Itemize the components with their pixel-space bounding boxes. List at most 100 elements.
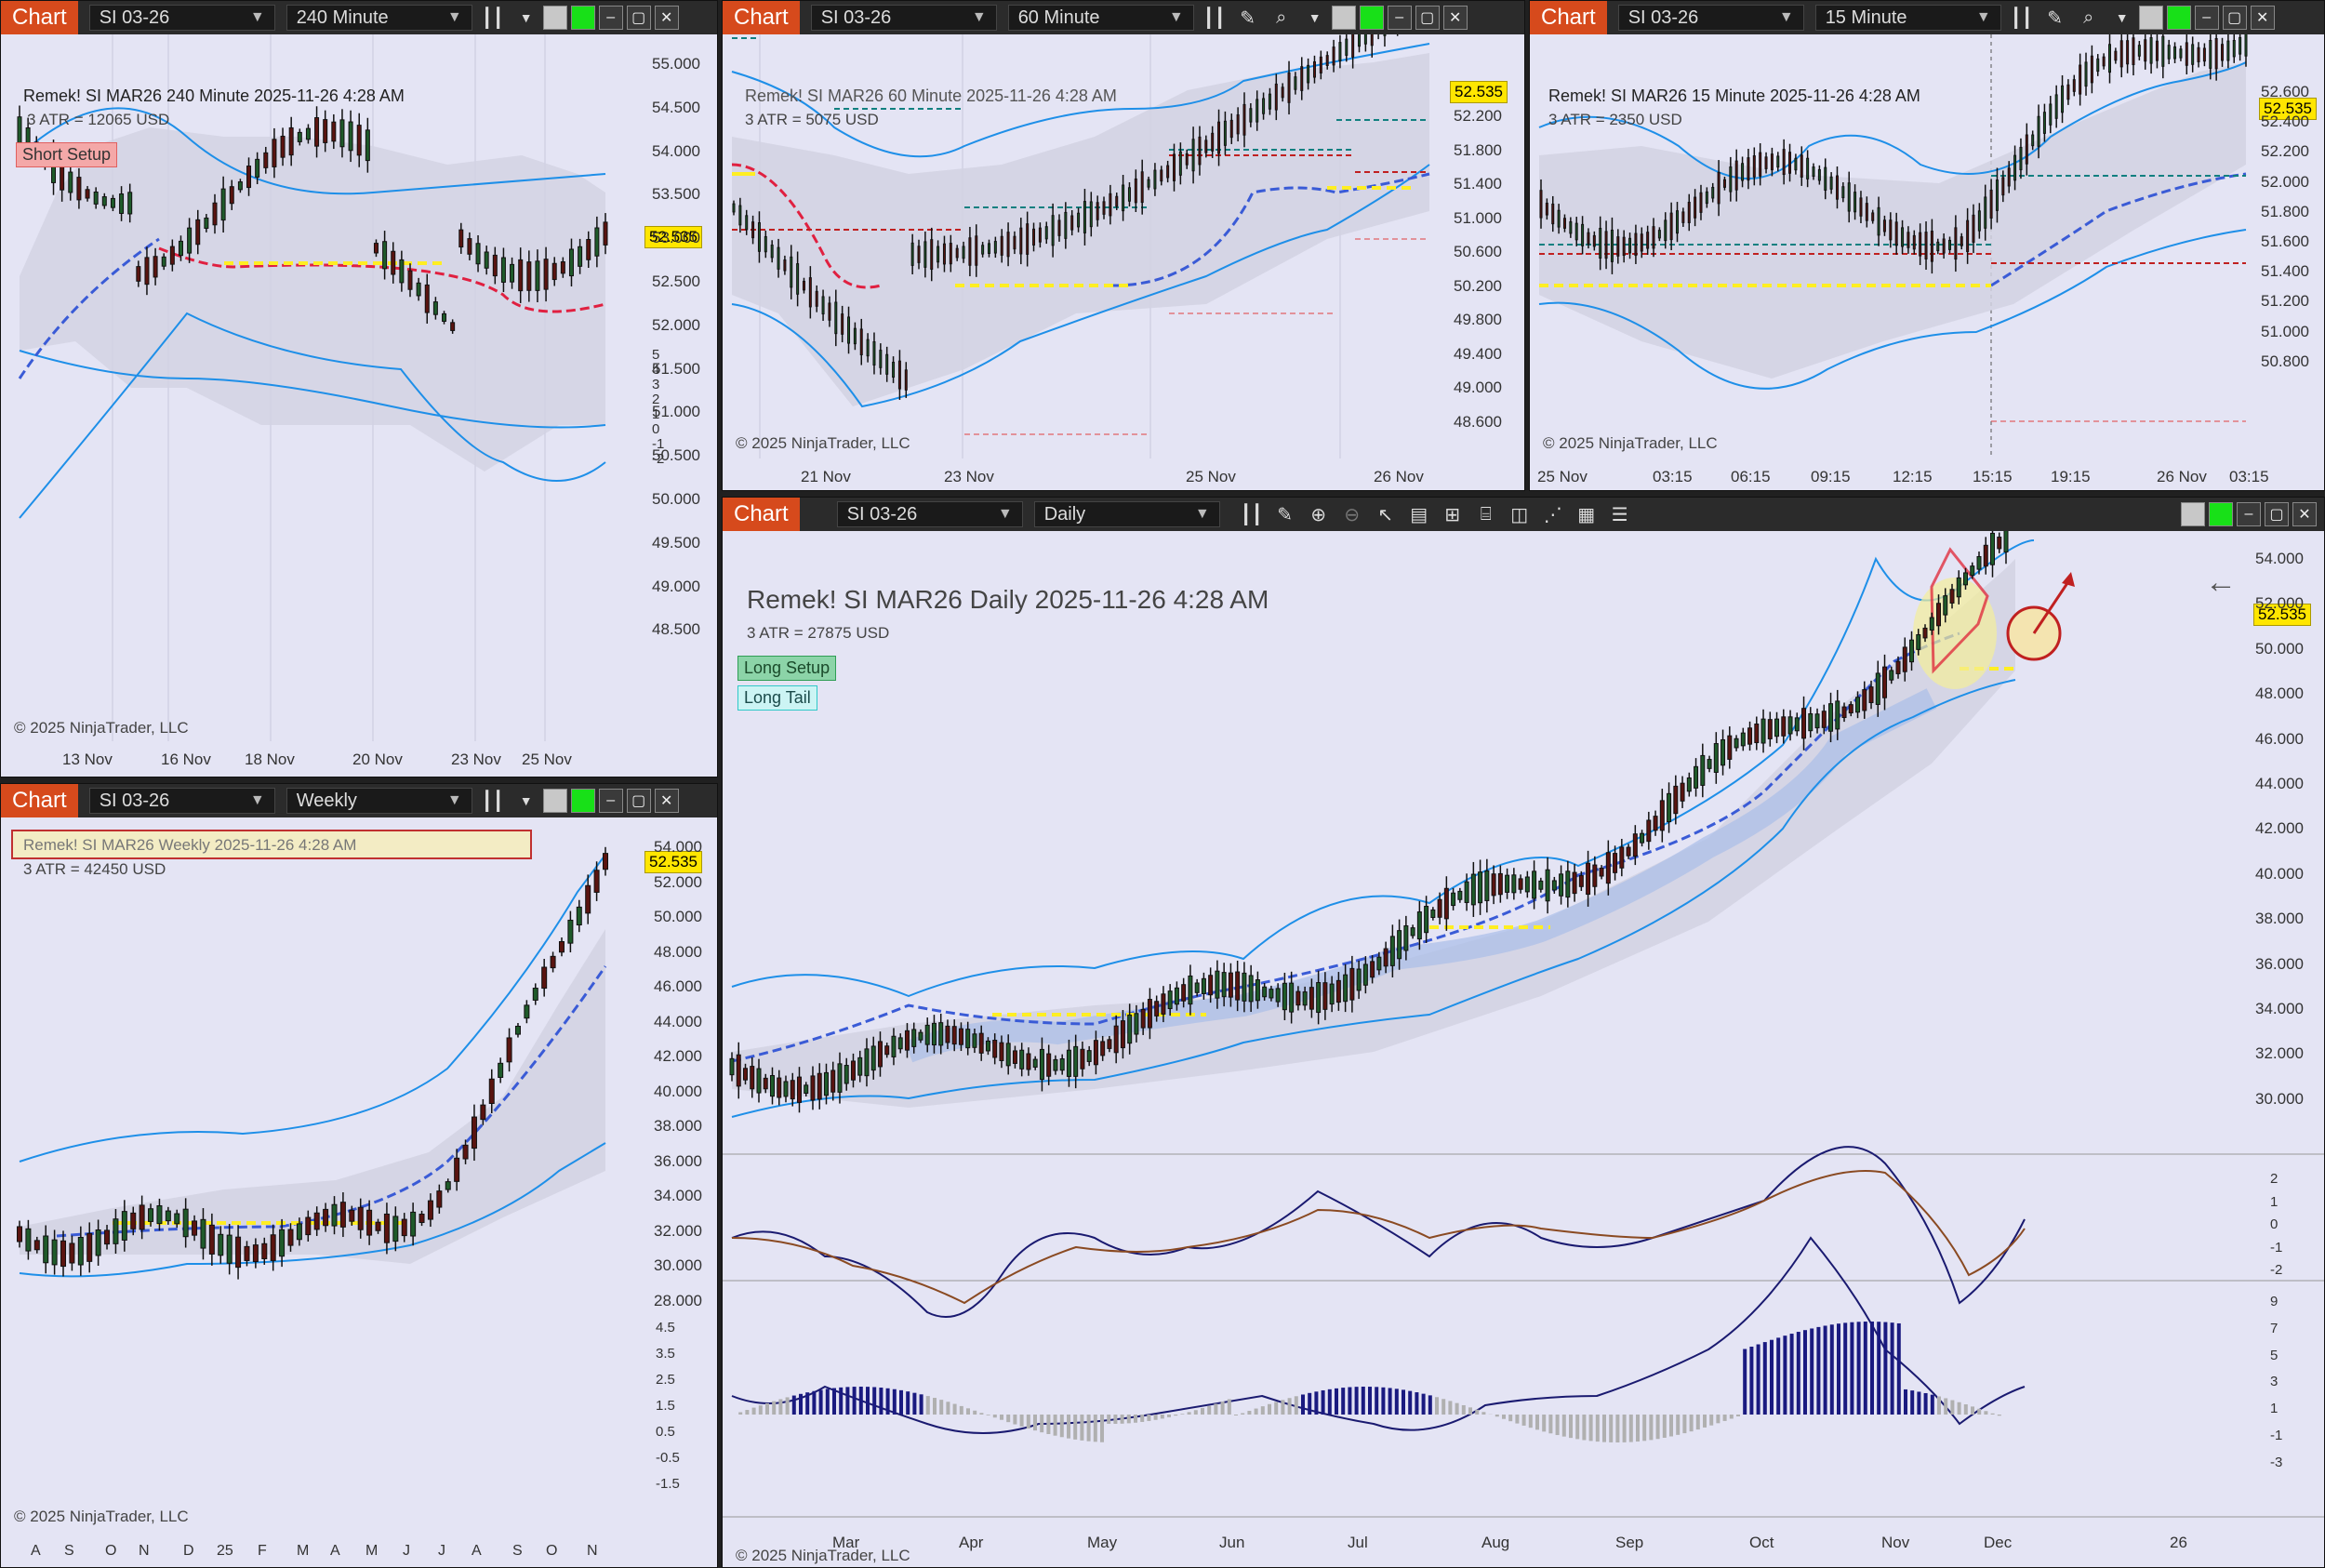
- minimize-button[interactable]: –: [598, 789, 623, 813]
- maximize-button[interactable]: ▢: [2222, 6, 2247, 30]
- chart-window-60min[interactable]: Chart SI 03-26 ▼ 60 Minute ▼ ┃┃ ✎ ⌕ ▼ – ▢ …: [722, 0, 1525, 491]
- link-grey-button[interactable]: [542, 789, 567, 813]
- indicators-icon[interactable]: ⌸: [1480, 503, 1492, 525]
- candle-body: [1922, 627, 1928, 639]
- candle-body: [272, 139, 277, 167]
- pencil-icon[interactable]: ✎: [1277, 504, 1294, 525]
- pointer-icon[interactable]: ↖: [1377, 504, 1394, 525]
- candle-body: [769, 1075, 775, 1097]
- calculator-icon[interactable]: ▦: [1577, 504, 1596, 525]
- chart-window-daily[interactable]: Chart SI 03-26 ▼ Daily ▼ ┃┃ ✎ ⊕ ⊖ ↖ ▤ ⊞ ⌸ …: [722, 497, 2325, 1568]
- bar-style-icon[interactable]: ┃┃: [1240, 504, 1263, 525]
- link-grey-button[interactable]: [2181, 502, 2205, 526]
- close-button[interactable]: ✕: [1442, 6, 1468, 30]
- link-green-button[interactable]: [570, 789, 595, 813]
- candle-body: [2025, 134, 2028, 165]
- chart-plot-area[interactable]: Remek! SI MAR26 60 Minute 2025-11-26 4:2…: [723, 34, 1524, 490]
- zoom-icon[interactable]: ⌕: [2083, 7, 2094, 28]
- chevron-down-icon[interactable]: ▼: [2115, 10, 2129, 25]
- minimize-button[interactable]: –: [1387, 6, 1412, 30]
- back-arrow-icon[interactable]: ←: [2205, 565, 2237, 600]
- candlestick-series: [729, 531, 2009, 1113]
- bar-style-icon[interactable]: ┃┃: [1202, 7, 1226, 29]
- chevron-down-icon[interactable]: ▼: [519, 10, 533, 25]
- chart-window-weekly[interactable]: Chart SI 03-26 ▼ Weekly ▼ ┃┃ ▼ – ▢ ✕ Remek…: [0, 783, 718, 1568]
- chart-tab[interactable]: Chart: [1530, 1, 1607, 34]
- minimize-button[interactable]: –: [2237, 502, 2261, 526]
- link-green-button[interactable]: [1359, 6, 1384, 30]
- chart-plot-area[interactable]: Remek! SI MAR26 15 Minute 2025-11-26 4:2…: [1530, 34, 2324, 490]
- zoom-out-icon[interactable]: ⊖: [1344, 504, 1361, 525]
- chart-window-15min[interactable]: Chart SI 03-26 ▼ 15 Minute ▼ ┃┃ ✎ ⌕ ▼ – ▢ …: [1529, 0, 2325, 491]
- candle-body: [770, 245, 774, 259]
- bar-style-icon[interactable]: ┃┃: [2010, 7, 2033, 29]
- candle-body: [1871, 212, 1875, 221]
- link-grey-button[interactable]: [2138, 6, 2163, 30]
- chevron-down-icon[interactable]: ▼: [519, 793, 533, 808]
- pencil-icon[interactable]: ✎: [2047, 7, 2064, 29]
- candle-body: [139, 1204, 145, 1230]
- candle-body: [2013, 154, 2017, 181]
- chart-tab[interactable]: Chart: [1, 784, 78, 817]
- data-box-icon[interactable]: ☰: [1611, 504, 1628, 525]
- candle-body: [593, 870, 600, 893]
- chevron-down-icon[interactable]: ▼: [1308, 10, 1322, 25]
- zoom-icon[interactable]: ⌕: [1276, 7, 1287, 28]
- instrument-selector[interactable]: SI 03-26 ▼: [1617, 5, 1804, 31]
- candle-body: [1275, 988, 1281, 1003]
- link-grey-button[interactable]: [1331, 6, 1356, 30]
- instrument-selector[interactable]: SI 03-26 ▼: [88, 5, 275, 31]
- histogram-bar: [1655, 1415, 1660, 1440]
- instrument-selector[interactable]: SI 03-26 ▼: [836, 501, 1023, 527]
- candle-body: [1729, 166, 1733, 193]
- bar-style-icon[interactable]: ┃┃: [481, 7, 504, 29]
- close-button[interactable]: ✕: [2292, 502, 2317, 526]
- candle-body: [2244, 34, 2248, 57]
- chart-toolbar: Chart SI 03-26 ▼ Daily ▼ ┃┃ ✎ ⊕ ⊖ ↖ ▤ ⊞ ⌸ …: [723, 498, 2324, 531]
- close-button[interactable]: ✕: [654, 789, 679, 813]
- link-green-button[interactable]: [2166, 6, 2191, 30]
- properties-icon[interactable]: ▤: [1410, 504, 1428, 525]
- minimize-button[interactable]: –: [2194, 6, 2219, 30]
- candle-body: [810, 1075, 816, 1101]
- chart-toolbar: Chart SI 03-26 ▼ 240 Minute ▼ ┃┃ ▼ – ▢ ✕: [1, 1, 717, 34]
- pencil-icon[interactable]: ✎: [1240, 7, 1256, 29]
- close-button[interactable]: ✕: [654, 6, 679, 30]
- chart-tab[interactable]: Chart: [723, 498, 800, 531]
- chart-plot-area[interactable]: Remek! SI MAR26 Daily 2025-11-26 4:28 AM…: [723, 531, 2324, 1567]
- chart-plot-area[interactable]: Remek! SI MAR26 240 Minute 2025-11-26 4:…: [1, 34, 717, 777]
- link-green-button[interactable]: [570, 6, 595, 30]
- histogram-bar: [1107, 1415, 1111, 1424]
- instrument-selector[interactable]: SI 03-26 ▼: [810, 5, 997, 31]
- link-green-button[interactable]: [2209, 502, 2233, 526]
- histogram-bar: [1415, 1392, 1419, 1415]
- price-tick: 48.000: [654, 942, 702, 961]
- snapshot-icon[interactable]: ◫: [1510, 504, 1529, 525]
- chart-tab[interactable]: Chart: [723, 1, 800, 34]
- instrument-selector[interactable]: SI 03-26 ▼: [88, 788, 275, 814]
- chart-tab[interactable]: Chart: [1, 1, 78, 34]
- minimize-button[interactable]: –: [598, 6, 623, 30]
- histogram-bar: [1776, 1337, 1781, 1415]
- link-grey-button[interactable]: [542, 6, 567, 30]
- candle-body: [1053, 1058, 1058, 1071]
- candle-body: [1599, 868, 1604, 877]
- maximize-button[interactable]: ▢: [1415, 6, 1440, 30]
- zoom-in-icon[interactable]: ⊕: [1310, 504, 1327, 525]
- chart-plot-area[interactable]: Remek! SI MAR26 Weekly 2025-11-26 4:28 A…: [1, 817, 717, 1567]
- bar-style-icon[interactable]: ┃┃: [481, 791, 504, 812]
- candle-body: [2042, 112, 2046, 134]
- interval-selector[interactable]: 60 Minute ▼: [1007, 5, 1194, 31]
- maximize-button[interactable]: ▢: [2265, 502, 2289, 526]
- interval-selector[interactable]: Weekly ▼: [286, 788, 472, 814]
- interval-selector[interactable]: 240 Minute ▼: [286, 5, 472, 31]
- strategies-icon[interactable]: ⊞: [1444, 504, 1461, 525]
- candle-body: [1781, 716, 1787, 737]
- close-button[interactable]: ✕: [2250, 6, 2275, 30]
- chart-window-240min[interactable]: Chart SI 03-26 ▼ 240 Minute ▼ ┃┃ ▼ – ▢ ✕ R…: [0, 0, 718, 777]
- maximize-button[interactable]: ▢: [626, 789, 651, 813]
- interval-selector[interactable]: Daily ▼: [1033, 501, 1220, 527]
- interval-selector[interactable]: 15 Minute ▼: [1814, 5, 2001, 31]
- maximize-button[interactable]: ▢: [626, 6, 651, 30]
- chart-trader-icon[interactable]: ⋰: [1543, 504, 1562, 525]
